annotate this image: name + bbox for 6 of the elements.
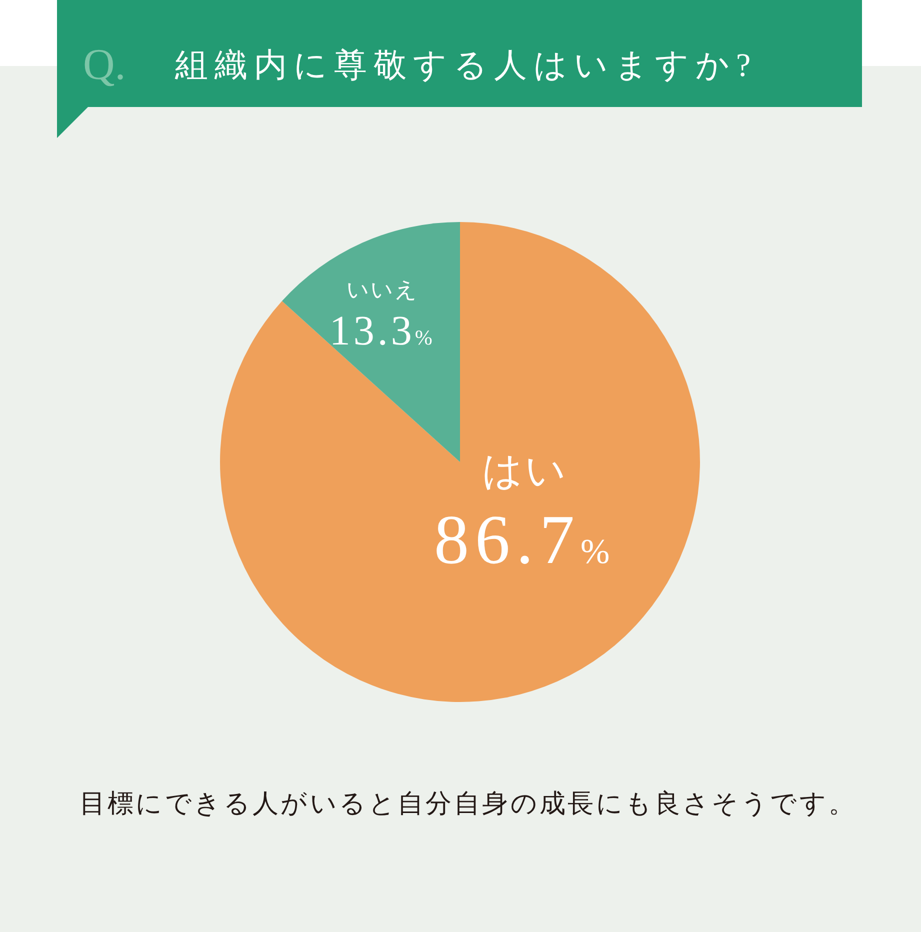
data-label: 13.3% [329, 308, 436, 354]
text: 目標にできる人がいると自分自身の成長にも良さそうです。 [79, 789, 857, 818]
slice-label: いいえ [346, 276, 418, 302]
data-label: 86.7% [434, 502, 616, 580]
chart-title: Q. 組織内に尊敬する人はいますか? [83, 40, 758, 89]
slice-label: はい [482, 448, 568, 493]
